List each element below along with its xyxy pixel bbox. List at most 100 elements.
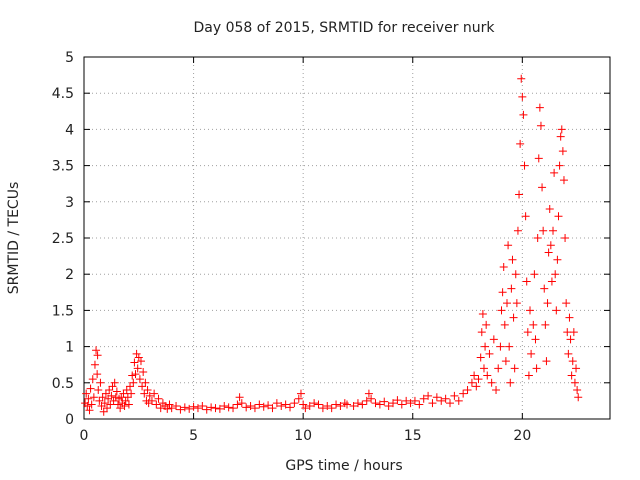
data-point: [120, 401, 129, 410]
axis-ticks: 0 5 10 15 20 0 0.5 1 1.5 2 2.5 3 3.5 4 4.5 5: [52, 50, 610, 444]
data-point: [242, 403, 251, 412]
data-point: [272, 399, 281, 408]
plot-frame: [83, 56, 611, 420]
data-point: [492, 386, 501, 395]
data-point: [520, 161, 529, 170]
data-point: [532, 364, 541, 373]
data-point: [83, 401, 92, 410]
data-point: [474, 375, 483, 384]
data-point: [500, 320, 509, 329]
data-point: [524, 371, 533, 380]
data-point: [531, 335, 540, 344]
data-point: [512, 299, 521, 308]
data-point: [485, 349, 494, 358]
data-point: [116, 404, 125, 413]
data-point: [296, 389, 305, 398]
data-point: [259, 402, 268, 411]
data-point: [207, 403, 216, 412]
data-point: [145, 391, 154, 400]
data-point: [552, 306, 561, 315]
data-point: [554, 212, 563, 221]
data-point: [516, 139, 525, 148]
data-point: [134, 353, 143, 362]
data-point: [502, 299, 511, 308]
data-point: [564, 349, 573, 358]
data-point: [513, 226, 522, 235]
data-point: [562, 299, 571, 308]
data-point: [86, 384, 95, 393]
data-point: [551, 270, 560, 279]
data-point: [246, 401, 255, 410]
data-point: [568, 357, 577, 366]
data-point: [202, 405, 211, 414]
data-point: [428, 399, 437, 408]
grid: [84, 57, 610, 419]
data-point: [463, 386, 472, 395]
data-point: [136, 357, 145, 366]
data-point: [508, 255, 517, 264]
data-point: [536, 121, 545, 130]
data-point: [299, 400, 308, 409]
data-point: [545, 205, 554, 214]
data-point: [371, 399, 380, 408]
data-point: [499, 262, 508, 271]
data-point: [364, 389, 373, 398]
data-point: [129, 378, 138, 387]
data-point: [250, 404, 259, 413]
data-point: [106, 400, 115, 409]
data-point: [472, 382, 481, 391]
data-point: [127, 389, 136, 398]
data-point: [112, 387, 121, 396]
data-point: [570, 378, 579, 387]
data-point: [133, 364, 142, 373]
data-point: [107, 391, 116, 400]
data-point: [318, 404, 327, 413]
data-point: [505, 342, 514, 351]
data-point: [539, 226, 548, 235]
data-point: [566, 335, 575, 344]
data-point: [154, 394, 163, 403]
data-point: [193, 404, 202, 413]
data-point: [327, 404, 336, 413]
data-point: [103, 404, 112, 413]
data-point: [163, 404, 172, 413]
data-point: [358, 400, 367, 409]
data-point: [281, 400, 290, 409]
data-point: [530, 270, 539, 279]
data-point: [156, 404, 165, 413]
data-point: [180, 403, 189, 412]
data-point: [432, 393, 441, 402]
data-point: [122, 386, 131, 395]
data-point: [526, 306, 535, 315]
data-point: [380, 397, 389, 406]
data-point: [467, 378, 476, 387]
data-point: [96, 378, 105, 387]
data-point: [477, 328, 486, 337]
data-point: [235, 393, 244, 402]
data-point: [479, 364, 488, 373]
chart-title: Day 058 of 2015, SRMTID for receiver nur…: [193, 20, 495, 36]
y-tick-label: 3: [65, 195, 74, 211]
data-point: [343, 400, 351, 409]
data-point: [511, 270, 520, 279]
data-point: [189, 402, 198, 411]
data-point: [543, 299, 552, 308]
data-point: [402, 396, 411, 405]
data-point: [538, 183, 547, 192]
data-point: [90, 360, 99, 369]
data-point: [561, 234, 570, 242]
data-point: [553, 255, 562, 264]
data-point: [419, 394, 428, 403]
y-tick-label: 2: [65, 267, 74, 283]
data-point: [233, 400, 242, 409]
y-tick-label: 1: [65, 340, 74, 356]
data-point: [546, 241, 555, 250]
y-tick-label: 5: [65, 50, 74, 66]
data-point: [559, 176, 568, 185]
data-point: [336, 401, 345, 410]
y-tick-label: 3.5: [52, 159, 74, 175]
x-tick-label: 0: [80, 428, 89, 444]
data-point: [459, 389, 468, 398]
data-point: [255, 400, 264, 409]
data-point: [124, 400, 133, 409]
